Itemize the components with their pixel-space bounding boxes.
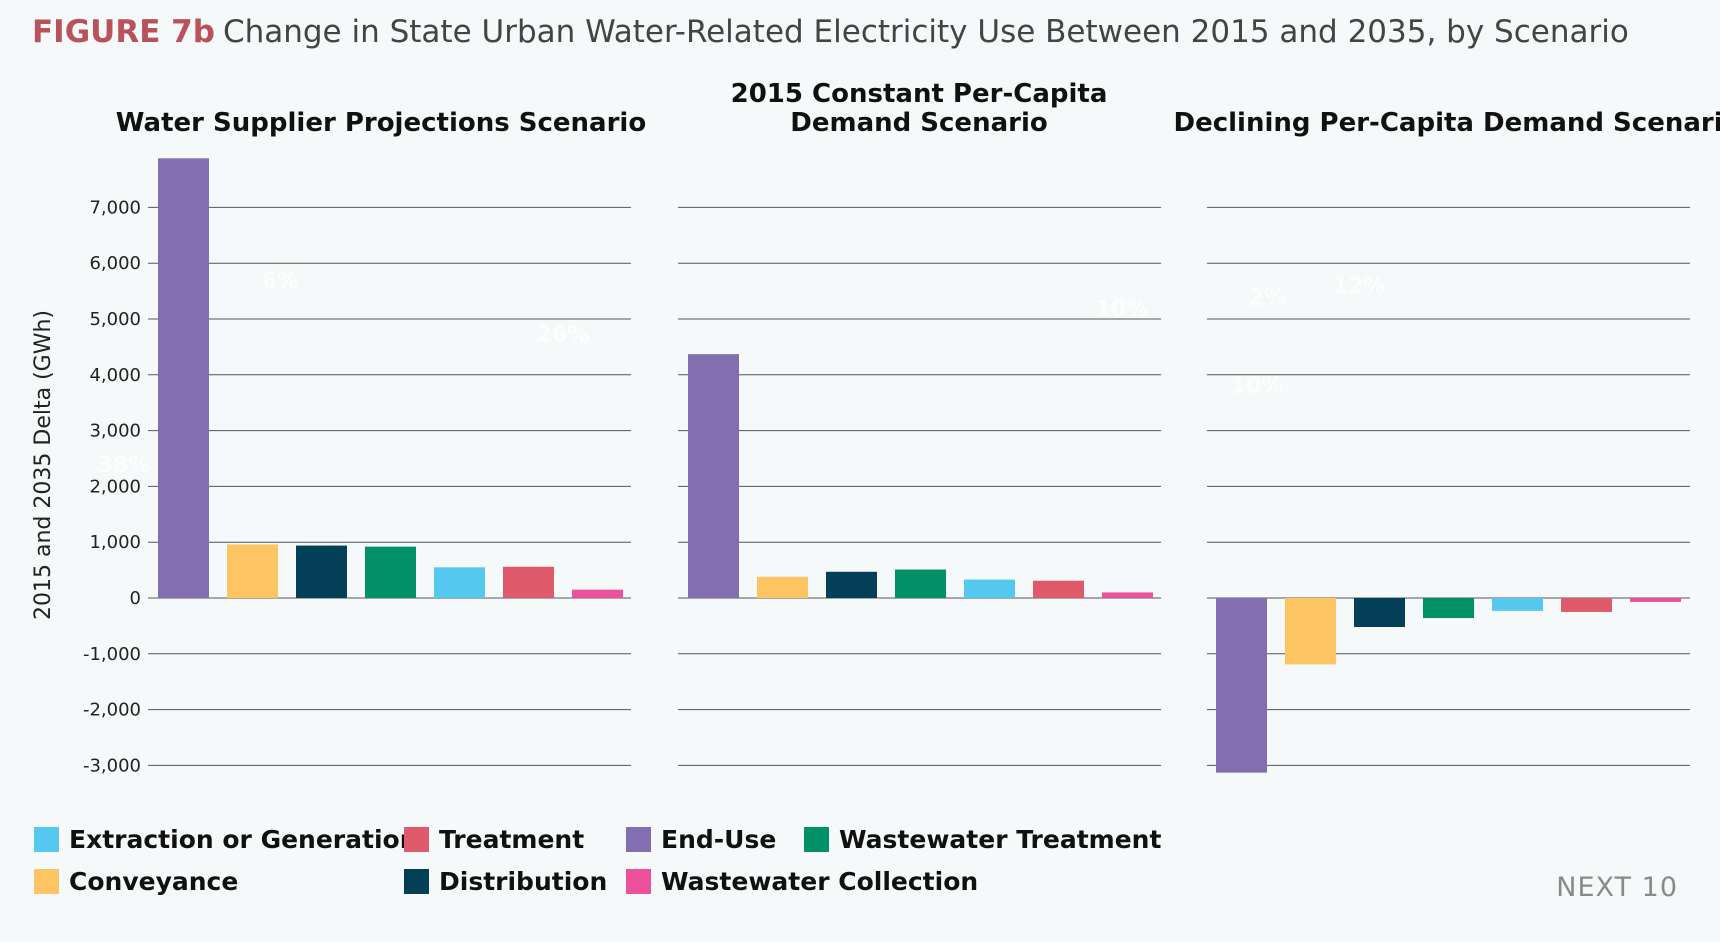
- percent-label: 6%: [261, 269, 298, 294]
- bar-distribution: [826, 571, 877, 598]
- legend-item-wastewater-collection: Wastewater Collection: [626, 867, 978, 896]
- bar-end-use: [688, 354, 739, 598]
- y-tick-label: -3,000: [83, 755, 141, 776]
- figure-title-text: Change in State Urban Water-Related Elec…: [222, 14, 1629, 50]
- legend-item-end-use: End-Use: [626, 825, 776, 854]
- bar-wastewater-collection: [1630, 598, 1681, 602]
- y-tick-label: 3,000: [89, 421, 141, 442]
- legend-item-distribution: Distribution: [404, 867, 607, 896]
- figure-label: FIGURE 7b: [32, 14, 215, 50]
- panel-title: 2015 Constant Per-Capita: [731, 79, 1108, 109]
- legend-item-conveyance: Conveyance: [34, 867, 238, 896]
- brand-logo-text: NEXT 10: [1556, 872, 1678, 903]
- legend-swatch: [626, 869, 651, 894]
- legend-label: Wastewater Collection: [661, 867, 979, 896]
- legend-label: Distribution: [439, 867, 608, 896]
- figure-title: FIGURE 7b Change in State Urban Water-Rel…: [32, 14, 1629, 50]
- legend-swatch: [404, 869, 429, 894]
- legend-label: Extraction or Generation: [69, 825, 418, 854]
- legend: Extraction or Generation Conveyance Trea…: [34, 820, 1234, 900]
- panel-title: Declining Per-Capita Demand Scenario: [1174, 108, 1720, 138]
- percent-label: 10%: [1096, 297, 1149, 322]
- bar-treatment: [1561, 598, 1612, 612]
- percent-label: 2%: [1248, 286, 1285, 311]
- legend-swatch: [34, 827, 59, 852]
- legend-swatch: [626, 827, 651, 852]
- y-axis-label: 2015 and 2035 Delta (GWh): [31, 310, 56, 620]
- bar-conveyance: [227, 544, 278, 598]
- bar-conveyance: [1285, 598, 1336, 665]
- bar-extraction-or-generation: [434, 567, 485, 598]
- legend-item-extraction: Extraction or Generation: [34, 825, 418, 854]
- percent-label: 12%: [1333, 274, 1386, 299]
- panel-title: Water Supplier Projections Scenario: [116, 108, 646, 138]
- percent-label: 10%: [1231, 374, 1284, 399]
- panel-3: Declining Per-Capita Demand Scenario 2% 12…: [1174, 108, 1720, 773]
- legend-label: End-Use: [661, 825, 777, 854]
- y-tick-label: 1,000: [89, 532, 141, 553]
- legend-label: Conveyance: [69, 867, 239, 896]
- bar-end-use: [1216, 598, 1267, 773]
- bar-treatment: [1033, 580, 1084, 598]
- legend-swatch: [34, 869, 59, 894]
- y-tick-label: 6,000: [89, 253, 141, 274]
- legend-swatch: [804, 827, 829, 852]
- bar-end-use: [158, 158, 209, 598]
- y-tick-label: 7,000: [89, 197, 141, 218]
- percent-label: 38%: [98, 453, 151, 478]
- bar-extraction-or-generation: [1492, 598, 1543, 611]
- panel-title: Demand Scenario: [790, 108, 1047, 138]
- legend-item-treatment: Treatment: [404, 825, 584, 854]
- legend-label: Wastewater Treatment: [839, 825, 1162, 854]
- panel-1: Water Supplier Projections Scenario 6% 26%…: [98, 108, 646, 766]
- bar-distribution: [296, 545, 347, 598]
- legend-item-wastewater-treatment: Wastewater Treatment: [804, 825, 1161, 854]
- bar-distribution: [1354, 598, 1405, 628]
- bar-conveyance: [757, 576, 808, 598]
- bar-treatment: [503, 566, 554, 598]
- y-tick-label: 2,000: [89, 476, 141, 497]
- percent-label: 26%: [537, 323, 590, 348]
- y-tick-label: 5,000: [89, 309, 141, 330]
- bar-extraction-or-generation: [964, 579, 1015, 598]
- y-tick-label: -2,000: [83, 700, 141, 721]
- y-tick-label: 4,000: [89, 365, 141, 386]
- legend-swatch: [404, 827, 429, 852]
- bar-wastewater-treatment: [895, 569, 946, 598]
- y-tick-label: 0: [130, 588, 141, 609]
- bar-wastewater-collection: [1102, 592, 1153, 598]
- bar-wastewater-treatment: [365, 546, 416, 598]
- bar-wastewater-treatment: [1423, 598, 1474, 619]
- y-tick-label: -1,000: [83, 644, 141, 665]
- bar-wastewater-collection: [572, 589, 623, 598]
- legend-label: Treatment: [439, 825, 585, 854]
